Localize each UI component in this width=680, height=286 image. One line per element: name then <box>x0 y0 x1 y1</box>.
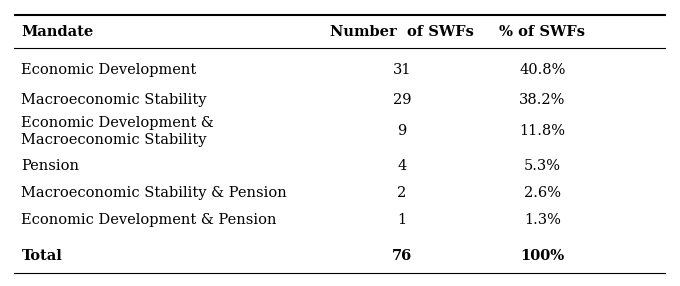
Text: 2: 2 <box>397 186 407 200</box>
Text: Number  of SWFs: Number of SWFs <box>330 25 474 39</box>
Text: 38.2%: 38.2% <box>520 93 566 107</box>
Text: 40.8%: 40.8% <box>520 63 566 77</box>
Text: 4: 4 <box>397 159 407 173</box>
Text: 1.3%: 1.3% <box>524 213 561 227</box>
Text: 9: 9 <box>397 124 407 138</box>
Text: Macroeconomic Stability: Macroeconomic Stability <box>22 93 207 107</box>
Text: Total: Total <box>22 249 63 263</box>
Text: 5.3%: 5.3% <box>524 159 561 173</box>
Text: 29: 29 <box>393 93 411 107</box>
Text: Pension: Pension <box>22 159 80 173</box>
Text: 31: 31 <box>393 63 411 77</box>
Text: 2.6%: 2.6% <box>524 186 561 200</box>
Text: Mandate: Mandate <box>22 25 94 39</box>
Text: 100%: 100% <box>520 249 564 263</box>
Text: % of SWFs: % of SWFs <box>499 25 585 39</box>
Text: Economic Development & Pension: Economic Development & Pension <box>22 213 277 227</box>
Text: 76: 76 <box>392 249 412 263</box>
Text: Economic Development &
Macroeconomic Stability: Economic Development & Macroeconomic Sta… <box>22 116 214 146</box>
Text: 1: 1 <box>397 213 407 227</box>
Text: Economic Development: Economic Development <box>22 63 197 77</box>
Text: Macroeconomic Stability & Pension: Macroeconomic Stability & Pension <box>22 186 287 200</box>
Text: 11.8%: 11.8% <box>520 124 565 138</box>
